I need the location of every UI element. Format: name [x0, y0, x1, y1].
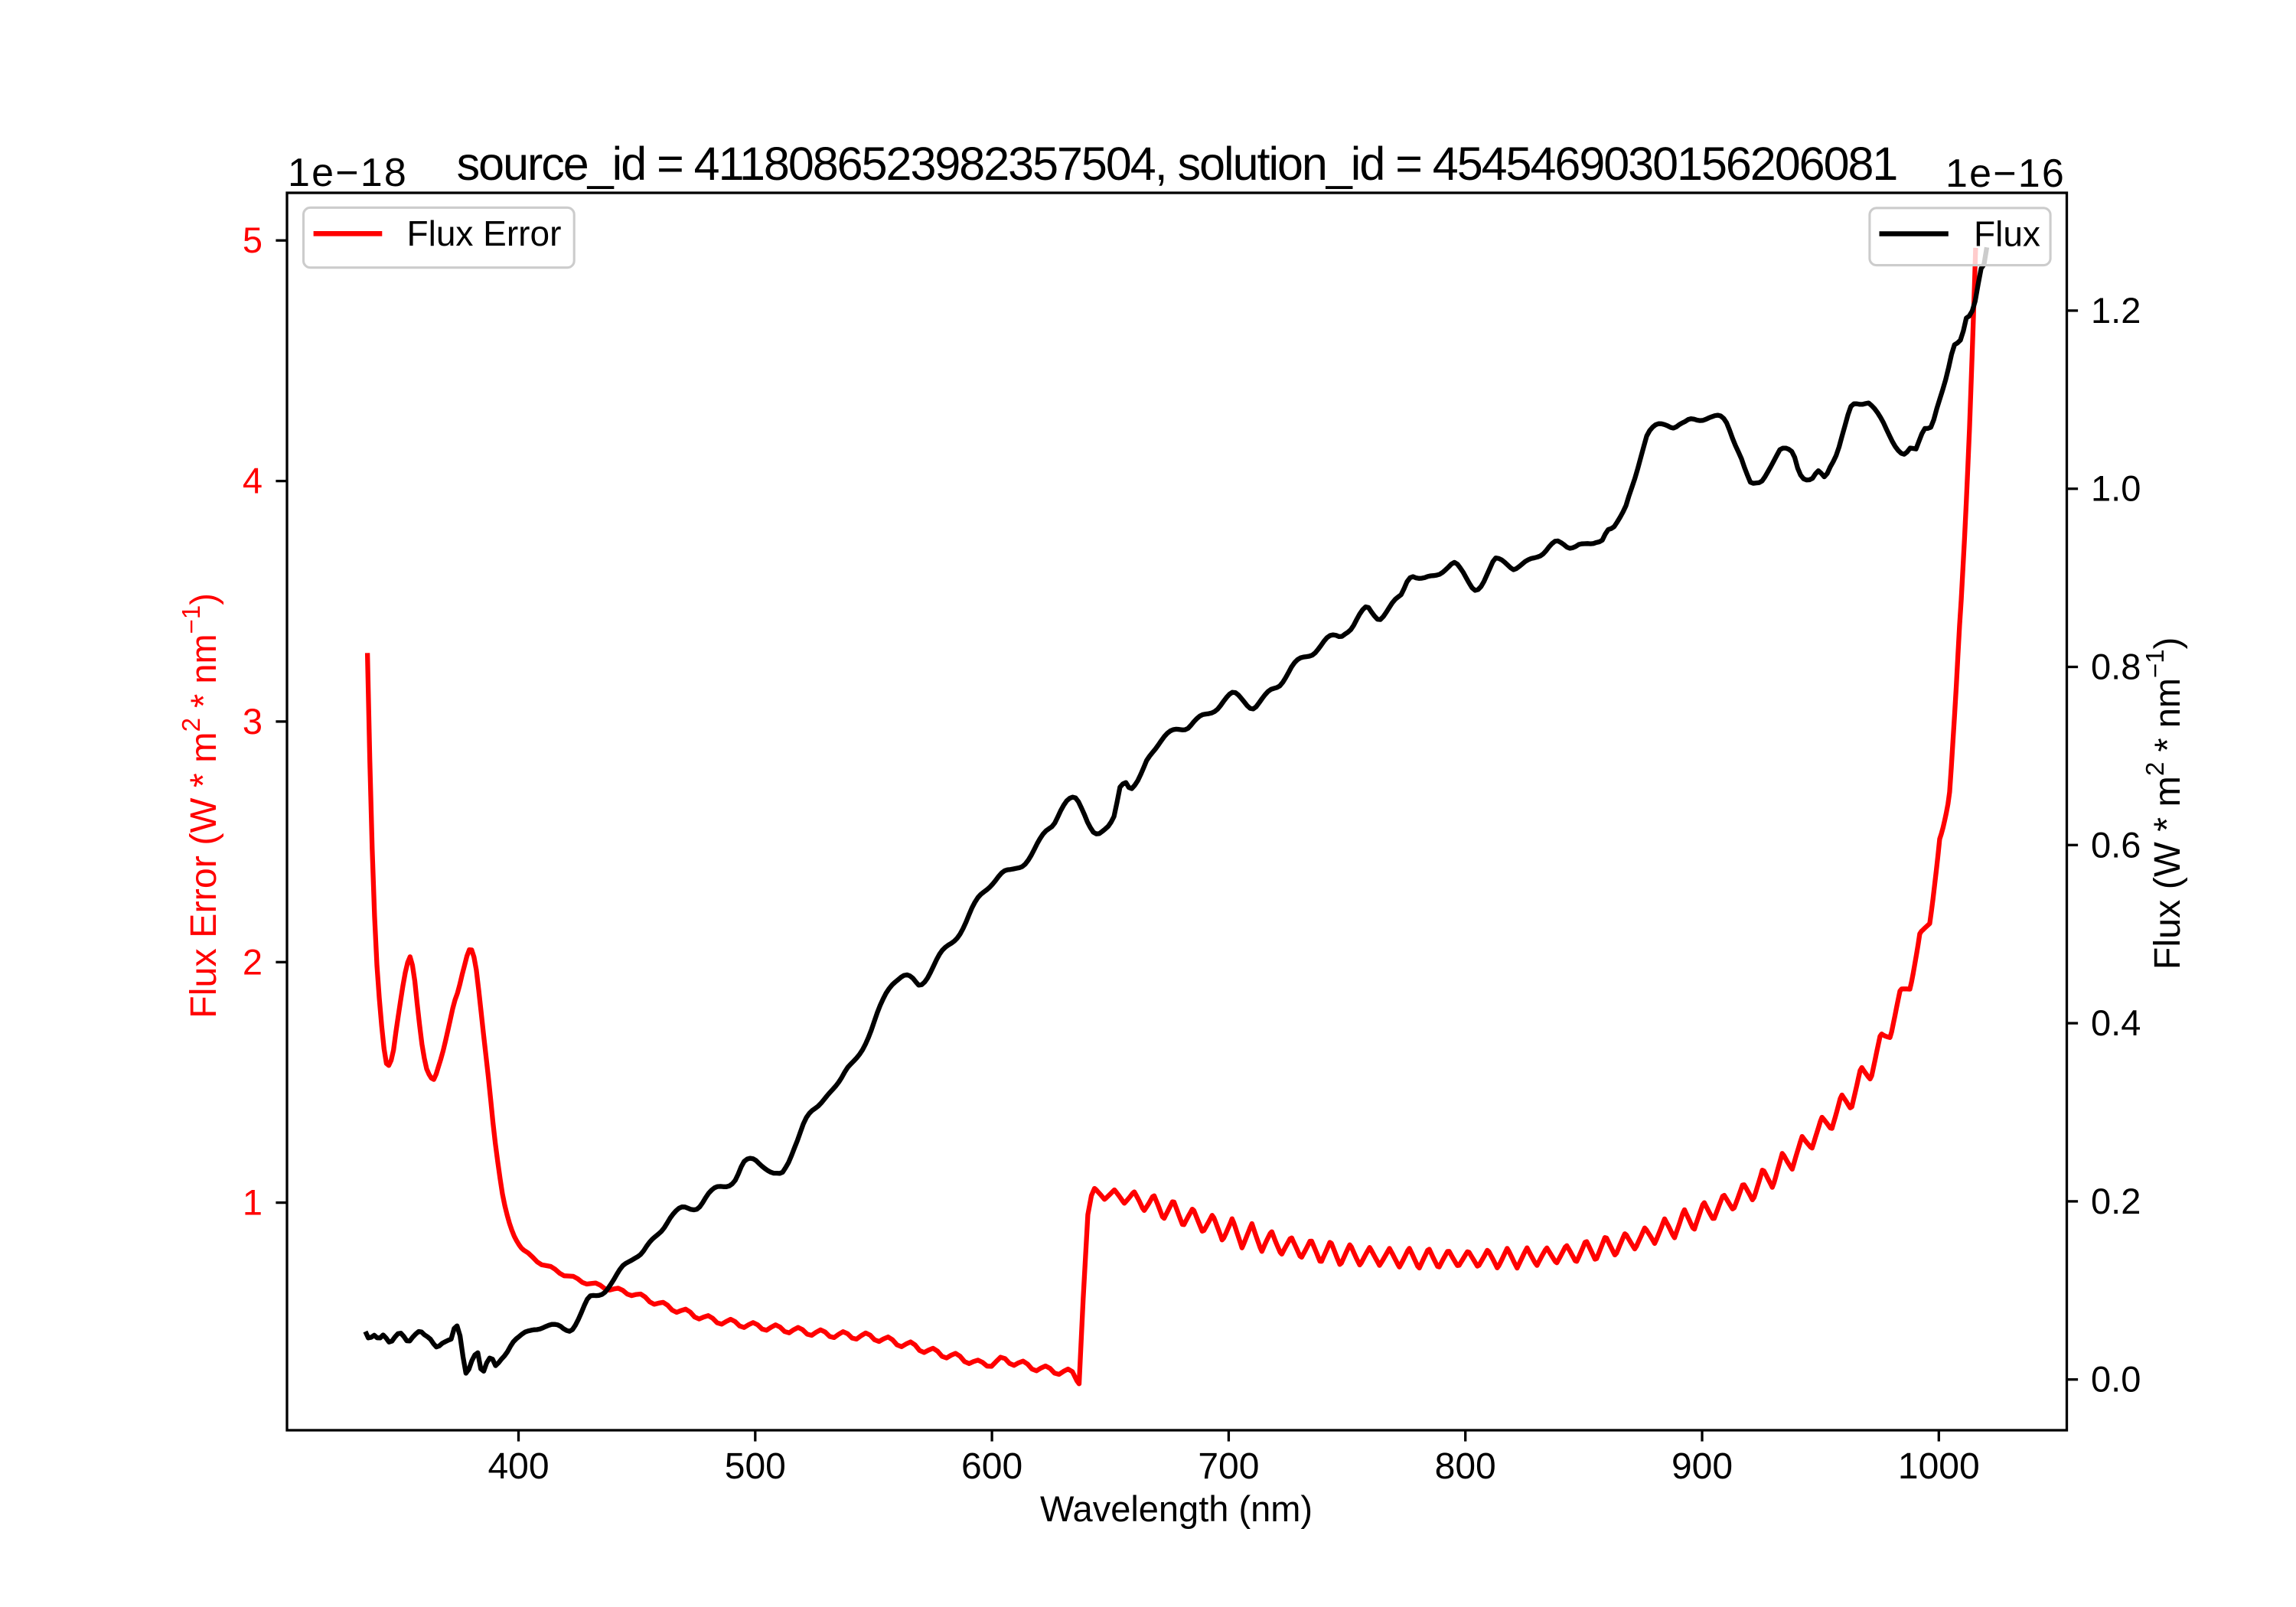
svg-text:0.0: 0.0: [2091, 1359, 2141, 1400]
svg-text:700: 700: [1198, 1446, 1259, 1487]
svg-text:0.8: 0.8: [2091, 647, 2141, 687]
svg-text:Flux (W * m2 * nm−1): Flux (W * m2 * nm−1): [2141, 637, 2188, 970]
svg-text:Flux: Flux: [1974, 214, 2040, 254]
svg-text:source_id = 411808652398235750: source_id = 4118086523982357504, solutio…: [457, 138, 1897, 190]
svg-text:2: 2: [243, 941, 263, 982]
svg-text:Flux Error (W * m2 * nm−1): Flux Error (W * m2 * nm−1): [177, 593, 224, 1019]
svg-text:1e−18: 1e−18: [288, 151, 408, 195]
svg-text:5: 5: [243, 220, 263, 260]
svg-text:600: 600: [961, 1446, 1022, 1487]
svg-text:1: 1: [243, 1182, 263, 1223]
svg-text:0.4: 0.4: [2091, 1002, 2141, 1043]
svg-text:1.0: 1.0: [2091, 468, 2141, 509]
svg-text:500: 500: [725, 1446, 786, 1487]
svg-text:Wavelength (nm): Wavelength (nm): [1040, 1488, 1313, 1529]
svg-text:800: 800: [1435, 1446, 1496, 1487]
svg-text:3: 3: [243, 701, 263, 742]
svg-text:0.2: 0.2: [2091, 1181, 2141, 1221]
svg-text:1000: 1000: [1898, 1446, 1980, 1487]
svg-text:900: 900: [1671, 1446, 1733, 1487]
svg-text:0.6: 0.6: [2091, 824, 2141, 865]
svg-text:1.2: 1.2: [2091, 290, 2141, 331]
svg-text:1e−16: 1e−16: [1945, 152, 2066, 196]
svg-text:400: 400: [488, 1446, 549, 1487]
svg-text:4: 4: [243, 461, 263, 501]
svg-text:Flux Error: Flux Error: [407, 214, 562, 253]
